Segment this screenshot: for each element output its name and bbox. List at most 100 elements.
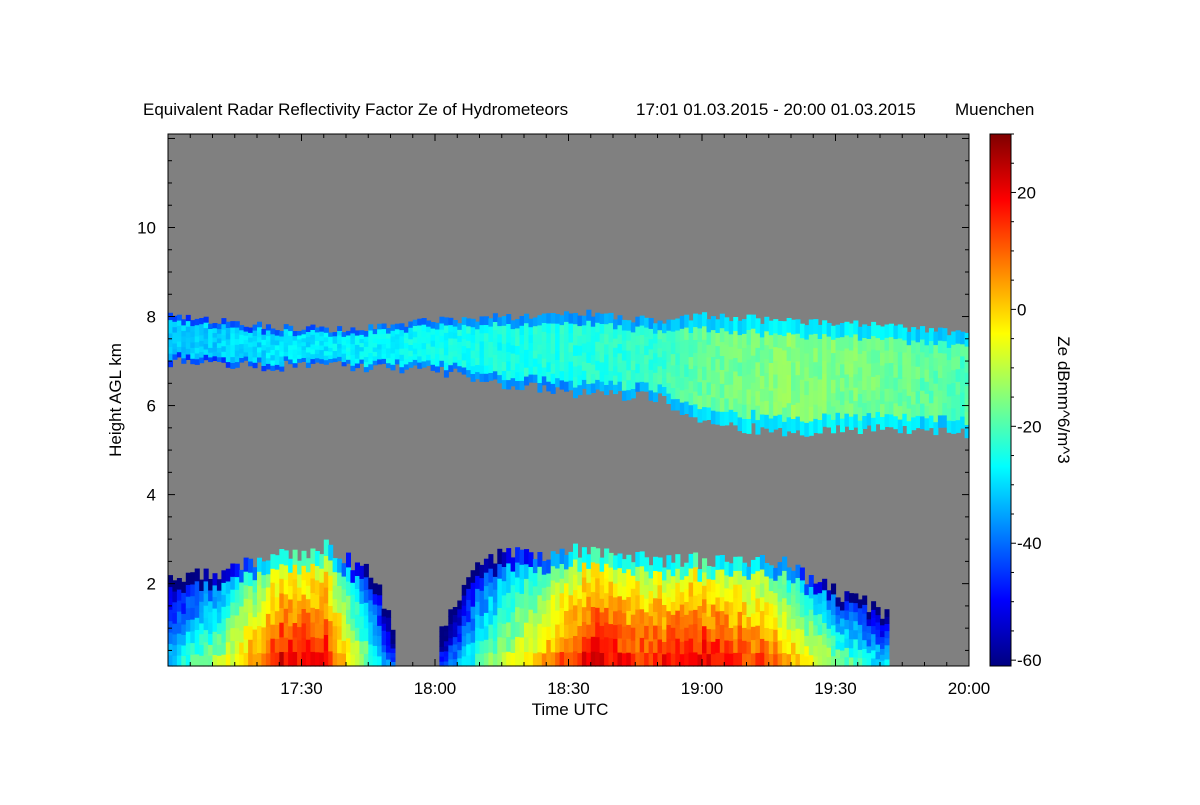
heatmap-cell xyxy=(684,614,690,628)
heatmap-cell xyxy=(924,369,930,382)
heatmap-cell xyxy=(657,638,663,654)
heatmap-cell xyxy=(604,354,610,365)
heatmap-cell xyxy=(314,579,320,595)
heatmap-cell xyxy=(479,365,485,374)
heatmap-cell xyxy=(928,352,934,366)
heatmap-cell xyxy=(684,339,690,353)
heatmap-cell xyxy=(786,592,792,605)
heatmap-cell xyxy=(483,585,489,600)
heatmap-cell xyxy=(577,598,583,613)
heatmap-cell xyxy=(710,343,716,357)
heatmap-cell xyxy=(581,562,587,578)
heatmap-cell xyxy=(608,651,614,667)
heatmap-cell xyxy=(203,592,209,606)
heatmap-cell xyxy=(532,333,538,343)
heatmap-cell xyxy=(595,379,601,390)
heatmap-cell xyxy=(528,326,534,336)
heatmap-cell xyxy=(190,325,196,332)
heatmap-cell xyxy=(510,557,516,572)
heatmap-cell xyxy=(688,553,694,569)
heatmap-cell xyxy=(452,614,458,623)
heatmap-cell xyxy=(599,557,605,572)
heatmap-cell xyxy=(719,411,725,426)
heatmap-cell xyxy=(305,341,311,348)
heatmap-cell xyxy=(466,577,472,589)
heatmap-cell xyxy=(314,349,320,354)
heatmap-cell xyxy=(626,320,632,331)
heatmap-cell xyxy=(862,622,868,632)
heatmap-cell xyxy=(288,344,294,350)
heatmap-cell xyxy=(368,358,374,365)
heatmap-cell xyxy=(301,550,307,566)
heatmap-cell xyxy=(426,326,432,333)
heatmap-cell xyxy=(176,314,182,321)
heatmap-cell xyxy=(590,621,596,637)
heatmap-cell xyxy=(328,343,334,348)
heatmap-cell xyxy=(555,359,561,370)
heatmap-cell xyxy=(822,399,828,414)
heatmap-cell xyxy=(817,405,823,420)
heatmap-cell xyxy=(630,653,636,667)
heatmap-cell xyxy=(799,351,805,366)
heatmap-cell xyxy=(564,361,570,372)
heatmap-cell xyxy=(497,636,503,652)
heatmap-cell xyxy=(764,330,770,346)
heatmap-cell xyxy=(733,370,739,385)
heatmap-cell xyxy=(626,350,632,361)
heatmap-cell xyxy=(265,324,271,331)
heatmap-cell xyxy=(808,586,814,599)
heatmap-cell xyxy=(639,371,645,382)
heatmap-cell xyxy=(906,407,912,422)
heatmap-cell xyxy=(279,563,285,579)
heatmap-cell xyxy=(662,641,668,655)
heatmap-cell xyxy=(372,329,378,335)
heatmap-cell xyxy=(813,645,819,657)
heatmap-cell xyxy=(301,357,307,362)
heatmap-cell xyxy=(470,334,476,343)
heatmap-cell xyxy=(706,566,712,580)
heatmap-cell xyxy=(305,652,311,667)
heatmap-cell xyxy=(448,337,454,346)
heatmap-cell xyxy=(586,309,592,321)
heatmap-cell xyxy=(203,316,209,323)
heatmap-cell xyxy=(657,338,663,349)
heatmap-cell xyxy=(381,637,387,646)
heatmap-cell xyxy=(719,596,725,612)
heatmap-cell xyxy=(265,363,271,370)
heatmap-cell xyxy=(297,354,303,359)
heatmap-cell xyxy=(190,320,196,327)
heatmap-cell xyxy=(208,655,214,667)
heatmap-cell xyxy=(875,651,881,660)
heatmap-cell xyxy=(283,564,289,580)
heatmap-cell xyxy=(604,577,610,594)
heatmap-cell xyxy=(679,616,685,630)
heatmap-cell xyxy=(750,639,756,654)
heatmap-cell xyxy=(506,621,512,638)
heatmap-cell xyxy=(715,397,721,412)
heatmap-cell xyxy=(644,598,650,613)
heatmap-cell xyxy=(457,323,463,330)
heatmap-cell xyxy=(590,316,596,327)
heatmap-cell xyxy=(319,349,325,355)
heatmap-cell xyxy=(848,376,854,391)
heatmap-cell xyxy=(230,589,236,603)
heatmap-cell xyxy=(648,577,654,591)
heatmap-cell xyxy=(657,365,663,376)
heatmap-cell xyxy=(368,329,374,337)
heatmap-cell xyxy=(840,350,845,365)
heatmap-cell xyxy=(710,396,716,411)
heatmap-cell xyxy=(786,579,792,593)
heatmap-cell xyxy=(524,651,530,667)
heatmap-cell xyxy=(595,621,601,638)
heatmap-cell xyxy=(488,610,494,625)
heatmap-cell xyxy=(759,624,765,639)
heatmap-cell xyxy=(937,340,943,354)
heatmap-cell xyxy=(724,397,730,412)
heatmap-cell xyxy=(573,344,578,356)
heatmap-cell xyxy=(252,604,258,618)
heatmap-cell xyxy=(573,323,578,335)
heatmap-cell xyxy=(853,347,859,361)
heatmap-cell xyxy=(608,380,614,391)
heatmap-cell xyxy=(835,337,841,351)
heatmap-cell xyxy=(675,387,681,400)
